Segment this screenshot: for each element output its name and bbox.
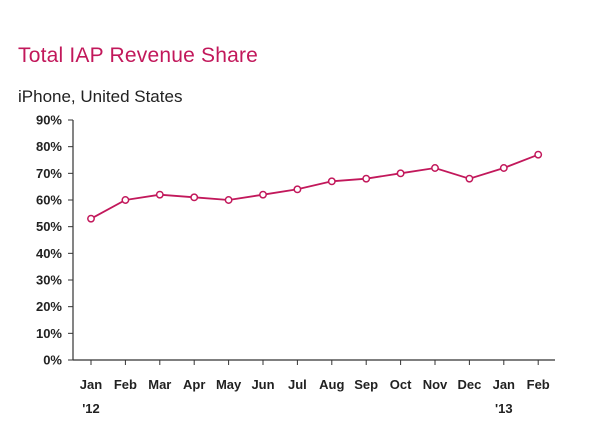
x-tick-label: Oct — [390, 377, 412, 392]
y-tick-label: 40% — [36, 246, 62, 261]
x-year-label: '13 — [495, 401, 513, 416]
y-tick-label: 60% — [36, 193, 62, 208]
x-tick-label: Jan — [493, 377, 515, 392]
data-point — [465, 174, 474, 183]
y-tick-label: 90% — [36, 113, 62, 128]
data-point — [431, 164, 439, 172]
y-tick-label: 30% — [36, 273, 62, 288]
x-tick-label: Nov — [423, 377, 448, 392]
data-point — [121, 196, 130, 204]
x-axis: Jan '12 Feb Mar Apr May Jun Jul Aug Sep Oct Nov Dec J… — [73, 359, 555, 416]
x-tick-label: Jun — [251, 377, 274, 392]
data-point — [224, 196, 233, 204]
x-tick-label: Jan — [80, 377, 102, 392]
x-tick-label: Dec — [457, 377, 481, 392]
data-point — [534, 150, 543, 159]
data-point — [327, 177, 336, 186]
y-tick-label: 10% — [36, 326, 62, 341]
y-tick-label: 50% — [36, 219, 62, 234]
y-tick-label: 70% — [36, 166, 62, 181]
data-point — [499, 164, 508, 172]
data-point — [293, 185, 302, 194]
x-tick-label: May — [216, 377, 242, 392]
y-tick-label: 80% — [36, 139, 62, 154]
data-point — [362, 174, 371, 183]
data-point — [259, 190, 267, 199]
data-point — [190, 193, 199, 202]
y-axis: 0% 10% 20% 30% 40% 50% 60% 70% 80% 90% — [36, 113, 74, 368]
x-tick-label: Jul — [288, 377, 307, 392]
y-tick-label: 0% — [43, 353, 62, 368]
x-tick-label: Sep — [354, 377, 378, 392]
x-tick-label: Apr — [183, 377, 205, 392]
y-tick-label: 20% — [36, 299, 62, 314]
x-tick-label: Aug — [319, 377, 344, 392]
x-year-label: '12 — [82, 401, 100, 416]
data-point — [87, 214, 95, 223]
x-tick-label: Feb — [527, 377, 550, 392]
chart-subtitle: iPhone, United States — [18, 87, 183, 106]
series-line — [90, 153, 539, 220]
chart-title: Total IAP Revenue Share — [18, 44, 259, 67]
x-tick-label: Mar — [148, 377, 171, 392]
x-tick-label: Feb — [114, 377, 137, 392]
data-point — [155, 190, 164, 199]
data-point — [396, 169, 405, 178]
